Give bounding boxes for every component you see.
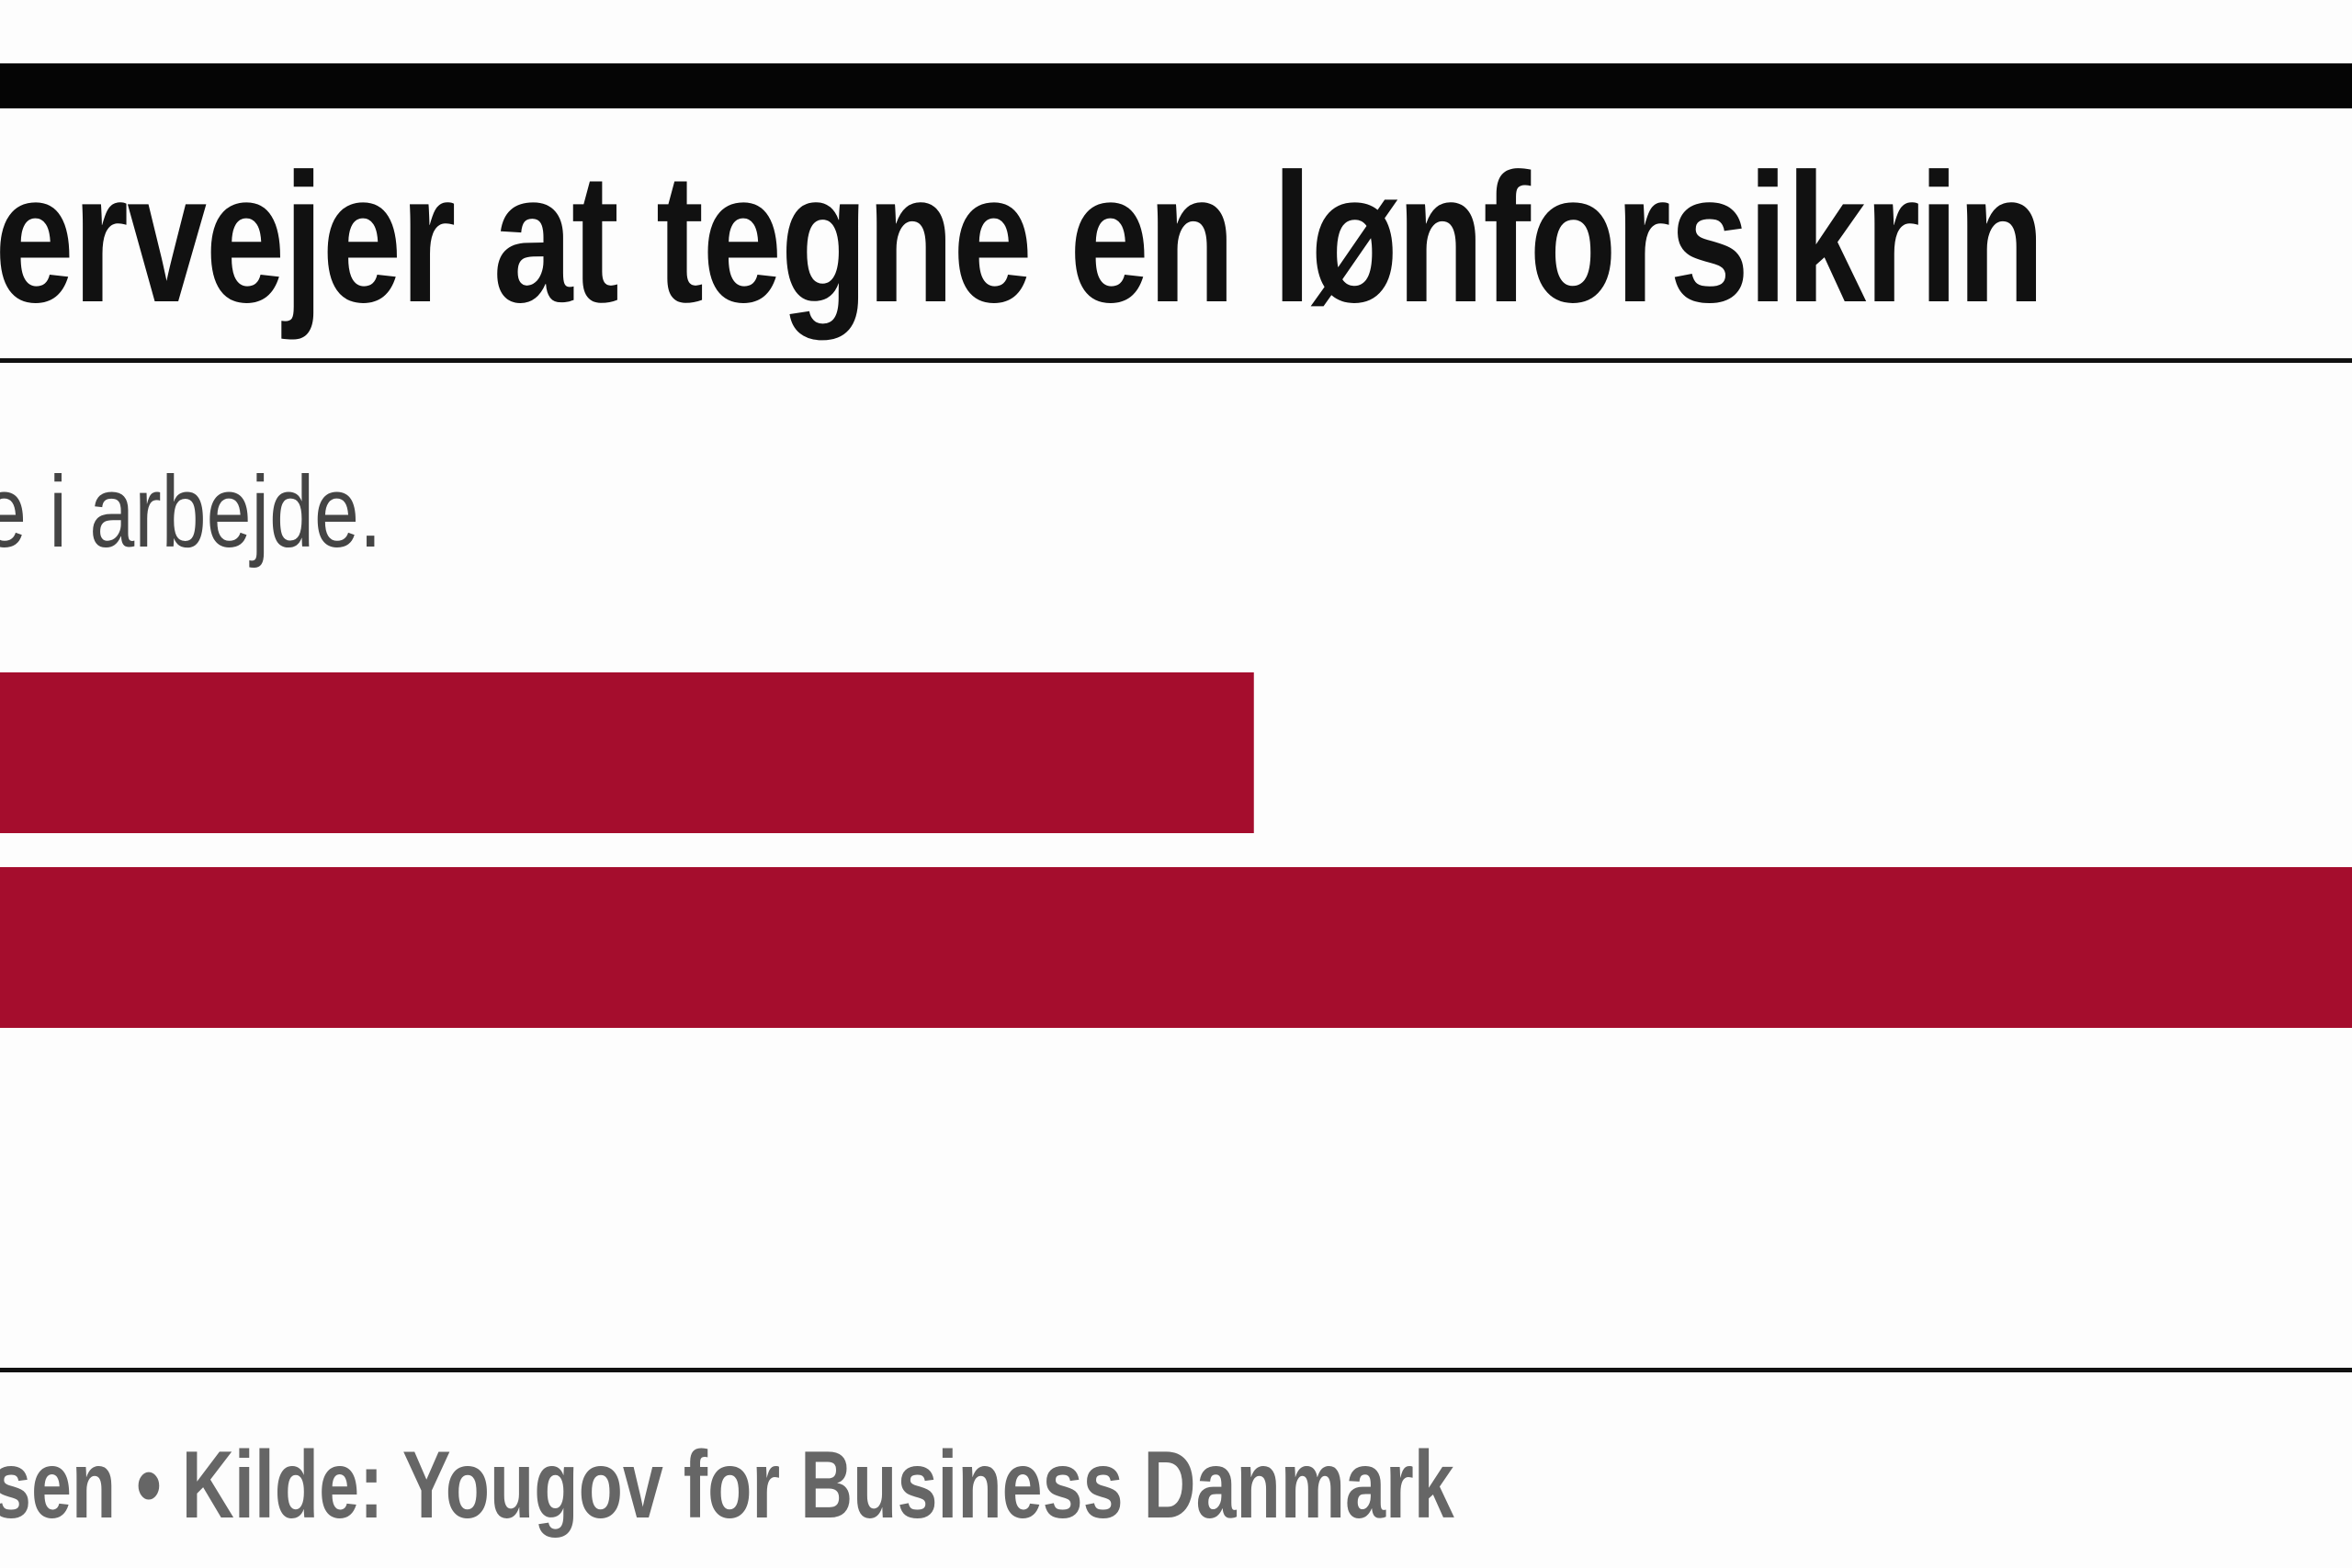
chart-title: ervejer at tegne en lønforsikrin xyxy=(0,136,2045,341)
bar-chart xyxy=(0,672,2352,1028)
title-divider xyxy=(0,358,2352,363)
bar-1 xyxy=(0,672,1254,833)
top-rule xyxy=(0,63,2352,108)
chart-subtitle: e i arbejde. xyxy=(0,456,382,569)
footer-divider xyxy=(0,1368,2352,1372)
bar-2 xyxy=(0,867,2352,1028)
source-credit: sen • Kilde: Yougov for Business Danmark xyxy=(0,1432,1454,1539)
